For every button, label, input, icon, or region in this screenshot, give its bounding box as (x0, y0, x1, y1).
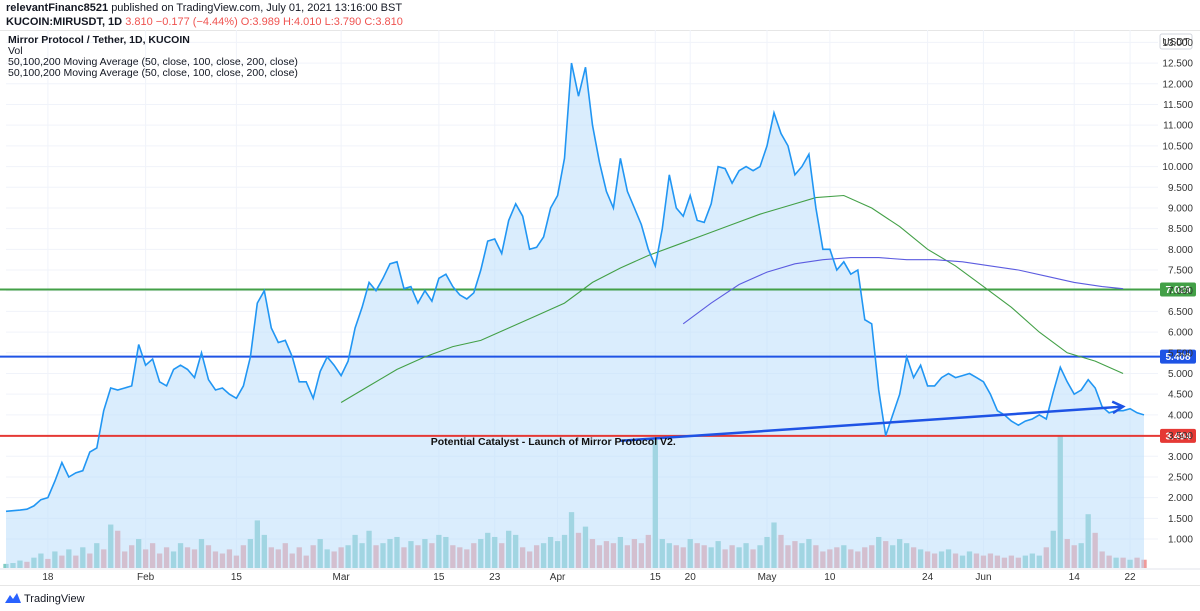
annotation-arrowhead (1111, 400, 1126, 415)
y-tick-label: 2.500 (1168, 472, 1193, 483)
y-tick-label: 5.500 (1168, 348, 1193, 359)
x-tick-label: Apr (550, 572, 566, 583)
level-price-label: 7.029 (1165, 285, 1190, 296)
y-tick-label: 4.500 (1168, 390, 1193, 401)
legend-ma-1: 50,100,200 Moving Average (50, close, 10… (8, 56, 298, 68)
y-tick-label: 1.000 (1168, 535, 1193, 546)
publication-header: relevantFinanc8521 published on TradingV… (0, 0, 1200, 31)
level-price-badge (1160, 349, 1196, 364)
moving-averages (340, 194, 1124, 403)
y-tick-label: 2.000 (1168, 493, 1193, 504)
x-tick-label: May (758, 572, 777, 583)
annotation-arrow-line (620, 405, 1124, 443)
time-axis[interactable]: 18 Feb 15 Mar 15 23 Apr 15 20 May 10 24 Jun 14 22 (0, 568, 1200, 583)
y-tick-label: 1.500 (1168, 514, 1193, 525)
y-tick-label: 9.500 (1168, 183, 1193, 194)
x-tick-label: Mar (333, 572, 351, 583)
y-tick-label: 12.500 (1162, 59, 1193, 70)
x-tick-label: 15 (650, 572, 662, 583)
symbol-info: KUCOIN:MIRUSDT, 1D (6, 16, 123, 28)
price-axis[interactable]: 1.000 1.500 2.000 2.500 3.000 3.500 4.000 4.500… (1162, 38, 1193, 546)
tradingview-logo-icon[interactable] (4, 591, 22, 605)
currency-badge[interactable]: USDT (1159, 33, 1193, 50)
y-tick-label: 8.000 (1168, 245, 1193, 256)
level-price-label: 5.408 (1165, 352, 1190, 363)
y-tick-label: 13.000 (1162, 38, 1193, 49)
legend-ma-2: 50,100,200 Moving Average (50, close, 10… (8, 67, 298, 79)
x-tick-label: Jun (975, 572, 991, 583)
y-tick-label: 9.000 (1168, 203, 1193, 214)
x-tick-label: 15 (433, 572, 445, 583)
footer: TradingView (0, 585, 1200, 611)
published-text: published on TradingView.com, July 01, 2… (111, 2, 403, 14)
level-price-label: 3.494 (1165, 431, 1190, 442)
publication-line: relevantFinanc8521 published on TradingV… (6, 2, 402, 15)
moving-average-line (682, 257, 1124, 325)
y-tick-label: 7.500 (1168, 266, 1193, 277)
y-tick-label: 5.000 (1168, 369, 1193, 380)
y-tick-label: 4.000 (1168, 410, 1193, 421)
x-tick-label: 22 (1125, 572, 1137, 583)
ohlc-values: O:3.989 H:4.010 L:3.790 C:3.810 (240, 16, 403, 28)
y-tick-label: 11.500 (1163, 100, 1193, 111)
y-tick-label: 10.000 (1162, 162, 1193, 173)
y-tick-label: 8.500 (1168, 224, 1193, 235)
publisher-name[interactable]: relevantFinanc8521 (6, 2, 109, 14)
tradingview-brand[interactable]: TradingView (24, 593, 85, 605)
legend-vol: Vol (8, 45, 23, 57)
x-tick-label: 20 (685, 572, 697, 583)
y-tick-label: 6.000 (1168, 328, 1193, 339)
annotation: Potential Catalyst - Launch of Mirror Pr… (431, 400, 1126, 448)
level-price-badge (1160, 428, 1196, 443)
volume-bar (1141, 559, 1147, 568)
x-tick-label: 10 (824, 572, 836, 583)
y-tick-label: 12.000 (1162, 79, 1193, 90)
price-chart[interactable]: 7.029 5.408 3.494 Potential Catalyst - Lau… (0, 30, 1200, 585)
y-tick-label: 10.500 (1162, 141, 1193, 152)
y-tick-label: 11.000 (1163, 121, 1193, 132)
price-change: −0.177 (−4.44%) (155, 16, 238, 28)
legend: Mirror Protocol / Tether, 1D, KUCOIN Vol… (8, 34, 298, 79)
x-tick-label: 14 (1069, 572, 1081, 583)
x-tick-label: Feb (137, 572, 155, 583)
x-tick-label: 18 (42, 572, 54, 583)
y-tick-label: 6.500 (1168, 307, 1193, 318)
x-tick-label: 24 (922, 572, 934, 583)
annotation-text: Potential Catalyst - Launch of Mirror Pr… (431, 436, 676, 448)
horizontal-levels[interactable]: 7.029 5.408 3.494 (0, 282, 1196, 443)
symbol-line: KUCOIN:MIRUSDT, 1D 3.810 −0.177 (−4.44%)… (6, 16, 403, 29)
legend-title: Mirror Protocol / Tether, 1D, KUCOIN (8, 34, 190, 46)
y-tick-label: 3.500 (1168, 431, 1193, 442)
x-tick-label: 15 (231, 572, 243, 583)
price-area-fill (6, 63, 1144, 568)
price-line (5, 62, 1145, 513)
last-value: 3.810 (125, 16, 153, 28)
level-price-badge (1160, 282, 1196, 297)
moving-average-line (340, 194, 1124, 403)
y-tick-label: 3.000 (1168, 452, 1193, 463)
y-tick-label: 7.000 (1168, 286, 1193, 297)
x-tick-label: 23 (489, 572, 501, 583)
currency-label: USDT (1162, 37, 1189, 48)
